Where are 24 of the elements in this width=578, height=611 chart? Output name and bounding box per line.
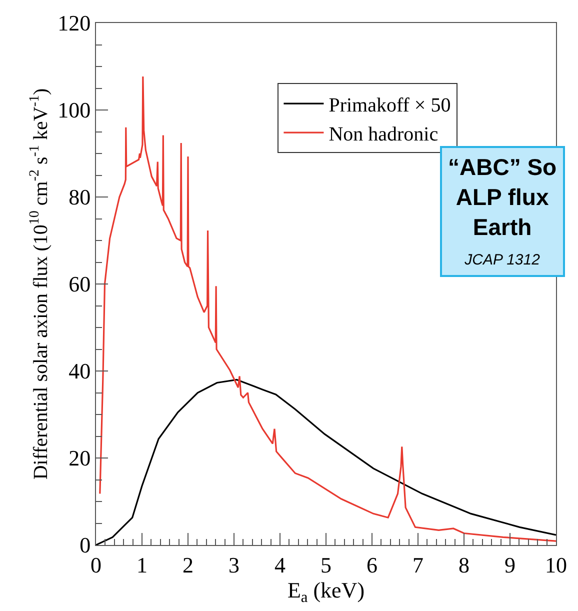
x-tick-label: 7 — [412, 552, 424, 578]
x-tick-label: 5 — [320, 552, 332, 578]
y-tick-label: 80 — [68, 184, 91, 210]
legend-label: Primakoff × 50 — [328, 94, 451, 116]
y-tick-label: 40 — [68, 358, 91, 384]
y-tick-label: 120 — [58, 10, 91, 36]
line-series — [96, 378, 556, 545]
y-tick-label: 20 — [68, 446, 91, 471]
x-tick-label: 1 — [136, 552, 148, 578]
line-series — [99, 76, 556, 542]
annotation: “ABC” So ALP flux Earth — [448, 154, 557, 240]
legend-label: Non hadronic — [328, 123, 438, 146]
x-tick-label: 2 — [182, 552, 194, 578]
x-tick-label: 6 — [366, 552, 378, 578]
x-tick-label: 4 — [274, 552, 286, 578]
y-tick-label: 0 — [80, 532, 91, 558]
x-axis-title: E$_{a}$ (keV) — [287, 577, 365, 606]
x-tick-label: 10 — [545, 552, 567, 578]
annotation: JCAP 1312 — [464, 252, 541, 269]
y-tick-label: 100 — [58, 98, 91, 123]
x-tick-label: 8 — [458, 552, 470, 578]
x-tick-label: 9 — [504, 552, 516, 578]
y-tick-label: 60 — [68, 272, 91, 297]
x-tick-label: 3 — [228, 552, 240, 578]
